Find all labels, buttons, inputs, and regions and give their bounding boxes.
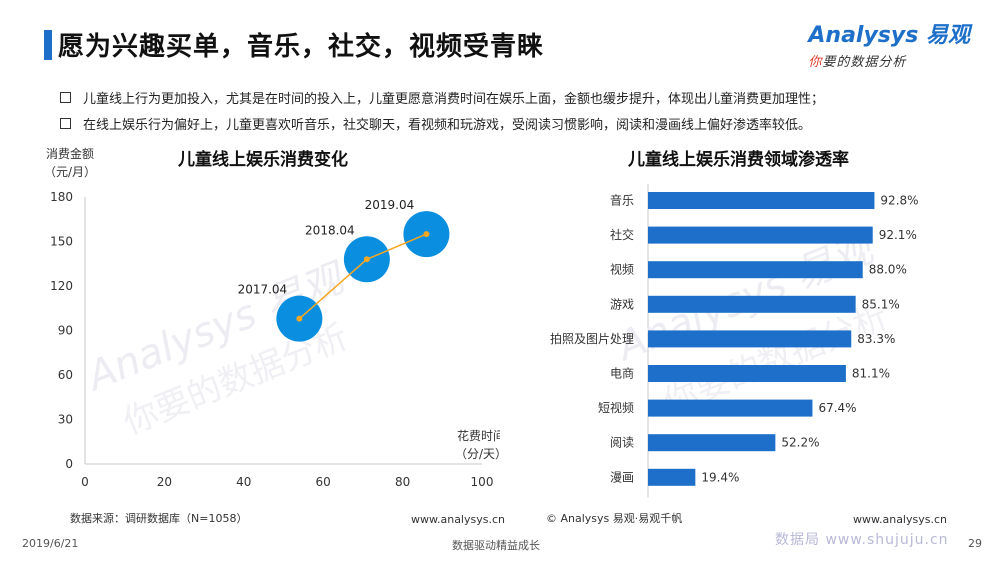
logo-sub-rest: 要的数据分析 [822, 55, 907, 70]
y-axis-label: 消费金额 [46, 146, 94, 161]
category-label: 拍照及图片处理 [550, 331, 634, 346]
footer-slogan: 数据驱动精益成长 [452, 539, 540, 552]
y-tick-label: 150 [50, 235, 73, 249]
logo-main-text: Analysys 易观 [808, 23, 970, 48]
x-tick-label: 80 [395, 475, 410, 489]
report-date: 2019/6/21 [22, 537, 79, 550]
value-label: 19.4% [701, 470, 739, 484]
bullet-text: 在线上娱乐行为偏好上，儿童更喜欢听音乐，社交聊天，看视频和玩游戏，受阅读习惯影响… [83, 117, 812, 133]
bar-chart-title: 儿童线上娱乐消费领域渗透率 [628, 150, 849, 170]
analysys-logo: Analysys 易观 你要的数据分析 [808, 17, 970, 70]
y-tick-label: 90 [58, 324, 73, 338]
category-label: 音乐 [610, 193, 634, 208]
point-label: 2017.04 [238, 283, 288, 297]
bullet-square-icon [60, 117, 71, 129]
category-label: 阅读 [610, 436, 634, 450]
value-label: 88.0% [869, 263, 907, 277]
bar [648, 192, 875, 209]
y-tick-label: 60 [58, 368, 73, 382]
data-point [296, 315, 303, 322]
bar [648, 365, 846, 382]
right-website-url: www.analysys.cn [853, 513, 947, 526]
bar [648, 399, 813, 417]
logo-sub-accent: 你 [808, 55, 823, 70]
title-accent-bar [44, 30, 52, 60]
category-label: 电商 [610, 366, 634, 381]
data-point [423, 231, 430, 238]
x-tick-label: 40 [236, 475, 251, 489]
value-label: 67.4% [818, 401, 856, 415]
bullet-item: 在线上娱乐行为偏好上，儿童更喜欢听音乐，社交聊天，看视频和玩游戏，受阅读习惯影响… [60, 110, 824, 136]
bar [648, 330, 852, 348]
bar [648, 434, 776, 452]
category-label: 视频 [610, 262, 634, 277]
y-tick-label: 180 [50, 190, 73, 204]
y-tick-label: 30 [58, 413, 73, 427]
value-label: 92.8% [880, 194, 918, 208]
data-point [363, 256, 370, 263]
value-label: 92.1% [879, 228, 917, 242]
x-tick-label: 0 [81, 475, 89, 489]
bar [648, 468, 696, 486]
y-tick-label: 120 [50, 279, 73, 293]
x-tick-label: 100 [471, 475, 494, 489]
left-website-url: www.analysys.cn [411, 513, 505, 526]
bar [648, 295, 856, 313]
value-label: 83.3% [857, 332, 895, 346]
value-label: 52.2% [781, 436, 819, 450]
bullet-text: 儿童线上行为更加投入，尤其是在时间的投入上，儿童更愿意消费时间在娱乐上面，金额也… [83, 91, 825, 107]
bullet-square-icon [60, 91, 71, 103]
bullet-list: 儿童线上行为更加投入，尤其是在时间的投入上，儿童更愿意消费时间在娱乐上面，金额也… [60, 84, 824, 136]
copyright-note: © Analysys 易观·易观千帆 [546, 512, 683, 525]
value-label: 85.1% [862, 297, 900, 311]
y-axis-label-unit: （元/月） [44, 165, 96, 179]
category-label: 漫画 [610, 470, 634, 484]
bullet-item: 儿童线上行为更加投入，尤其是在时间的投入上，儿童更愿意消费时间在娱乐上面，金额也… [60, 84, 824, 110]
point-label: 2019.04 [365, 198, 415, 212]
scatter-chart-title: 儿童线上娱乐消费变化 [178, 150, 348, 170]
x-axis-label: 花费时间 [457, 428, 500, 443]
data-source-note: 数据来源：调研数据库（N=1058） [70, 512, 248, 525]
category-label: 游戏 [610, 297, 634, 311]
scatter-chart: 0 30 60 90 120 150 180 0 20 40 60 80 100 消费金额 （元/月） 花费时… [44, 146, 500, 489]
page-number: 29 [968, 537, 982, 550]
y-tick-label: 0 [65, 457, 73, 471]
site-watermark: 数据局 www.shujuju.cn [775, 532, 949, 548]
logo-sub-text: 你要的数据分析 [808, 51, 970, 70]
bar [648, 226, 873, 244]
x-tick-label: 20 [157, 475, 172, 489]
x-tick-label: 60 [316, 475, 331, 489]
value-label: 81.1% [852, 367, 890, 381]
point-label: 2018.04 [305, 223, 355, 237]
bar [648, 261, 863, 279]
x-axis-label-unit: （分/天） [455, 447, 500, 461]
page-title: 愿为兴趣买单，音乐，社交，视频受青睐 [58, 32, 545, 62]
category-label: 社交 [610, 227, 634, 242]
category-label: 短视频 [598, 400, 634, 415]
